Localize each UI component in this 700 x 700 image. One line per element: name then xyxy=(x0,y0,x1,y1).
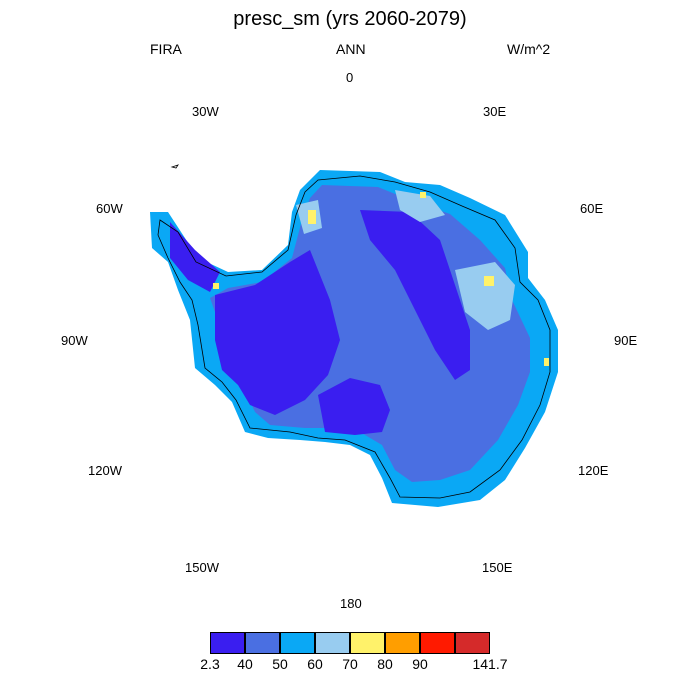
colorbar-label: 40 xyxy=(237,656,253,672)
spot-yellow-2 xyxy=(484,276,494,286)
colorbar-swatch xyxy=(420,632,455,654)
lon-label-60e: 60E xyxy=(580,201,604,216)
colorbar-swatch xyxy=(210,632,245,654)
season-label: ANN xyxy=(336,41,366,57)
units-label: W/m^2 xyxy=(507,41,551,57)
spot-yellow-5 xyxy=(420,192,426,198)
colorbar-label: 2.3 xyxy=(200,656,220,672)
lon-label-150e: 150E xyxy=(482,560,513,575)
lon-label-120e: 120E xyxy=(578,463,609,478)
region-dark-west xyxy=(215,250,340,415)
colorbar-label: 50 xyxy=(272,656,288,672)
variable-label: FIRA xyxy=(150,41,182,57)
lon-label-30w: 30W xyxy=(192,104,219,119)
colorbar-swatch xyxy=(315,632,350,654)
region-dark-ross xyxy=(318,378,390,435)
region-medium xyxy=(210,185,530,482)
lon-label-0: 0 xyxy=(346,70,354,85)
coastline xyxy=(157,175,551,499)
colorbar-swatch xyxy=(385,632,420,654)
spot-yellow-1 xyxy=(308,210,316,224)
colorbar-swatch xyxy=(350,632,385,654)
colorbar-label: 90 xyxy=(412,656,428,672)
lon-label-150w: 150W xyxy=(185,560,219,575)
spot-yellow-4 xyxy=(544,358,549,366)
colorbar-swatch xyxy=(280,632,315,654)
region-light-east xyxy=(455,262,515,330)
colorbar-label: 141.7 xyxy=(472,656,508,672)
colorbar-swatch xyxy=(455,632,490,654)
colorbar-label: 60 xyxy=(307,656,323,672)
lon-label-90w: 90W xyxy=(61,333,88,348)
colorbar-label: 70 xyxy=(342,656,358,672)
lon-label-90e: 90E xyxy=(614,333,638,348)
lon-label-120w: 120W xyxy=(88,463,122,478)
colorbar-label: 80 xyxy=(377,656,393,672)
spot-yellow-3 xyxy=(213,283,219,289)
lon-label-180: 180 xyxy=(340,596,362,611)
region-light-north xyxy=(395,190,445,222)
colorbar-swatch xyxy=(245,632,280,654)
lon-label-30e: 30E xyxy=(483,104,507,119)
plot-title: presc_sm (yrs 2060-2079) xyxy=(233,8,467,30)
coast-island xyxy=(170,164,179,169)
lon-label-60w: 60W xyxy=(96,201,123,216)
region-dark-ridge xyxy=(360,210,470,380)
